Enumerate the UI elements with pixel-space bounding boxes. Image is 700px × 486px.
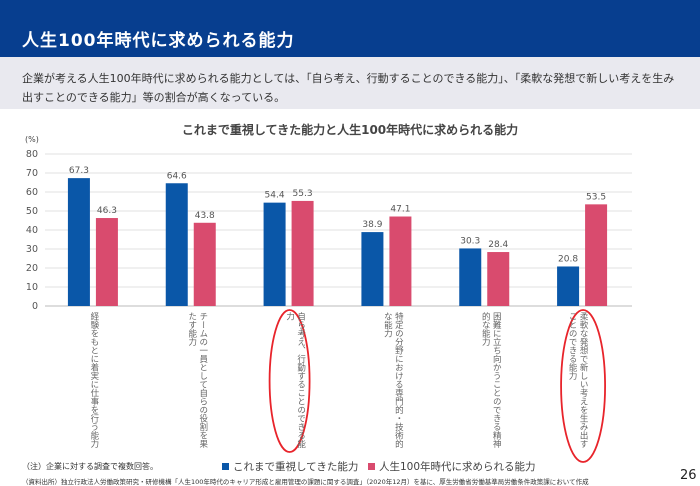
y-tick-label: 0 (32, 301, 38, 312)
bar (361, 232, 384, 306)
y-tick-label: 20 (26, 263, 38, 274)
data-label: 30.3 (460, 236, 480, 246)
description-band: 企業が考える人生100年時代に求められる能力としては、「自ら考え、行動することの… (0, 57, 700, 109)
y-tick-label: 40 (26, 225, 38, 236)
y-tick-label: 50 (26, 206, 38, 217)
y-tick-label: 10 (26, 282, 38, 293)
bar (165, 183, 188, 306)
bar (291, 200, 314, 306)
data-label: 43.8 (195, 211, 215, 221)
data-label: 53.5 (586, 192, 606, 202)
category-label: 自ら考え、行動することのできる能力 (284, 312, 306, 448)
bar (459, 248, 482, 306)
bar (585, 204, 608, 306)
y-tick-label: 30 (26, 244, 38, 255)
highlight-ellipse (268, 309, 311, 453)
bar (67, 178, 90, 306)
data-label: 54.4 (265, 191, 285, 201)
description-text: 企業が考える人生100年時代に求められる能力としては、「自ら考え、行動することの… (22, 72, 675, 104)
bar (389, 216, 412, 306)
data-label: 28.4 (488, 240, 508, 250)
y-axis-unit: (%) (25, 135, 39, 144)
legend-swatch (368, 463, 375, 470)
data-label: 38.9 (362, 220, 382, 230)
category-label: 特定の分野における専門的・技術的な能力 (382, 312, 404, 448)
chart-title: これまで重視してきた能力と人生100年時代に求められる能力 (181, 123, 519, 137)
category-label: チームの一員として自らの役割を果たす能力 (186, 312, 208, 448)
data-label: 67.3 (69, 166, 89, 176)
data-label: 55.3 (293, 189, 313, 199)
category-label: 困難に立ち向かうことのできる精神的な能力 (480, 312, 502, 448)
y-tick-label: 70 (26, 168, 38, 179)
data-label: 64.6 (167, 171, 187, 181)
legend-label: 人生100年時代に求められる能力 (379, 461, 536, 473)
bar (263, 202, 286, 306)
footnote: （注）企業に対する調査で複数回答。 (22, 462, 158, 471)
legend-item-series-2: 人生100年時代に求められる能力 (368, 459, 536, 474)
bar (487, 252, 510, 306)
legend-label: これまで重視してきた能力 (233, 461, 359, 473)
header-bar: 人生100年時代に求められる能力 (0, 0, 700, 57)
highlight-ellipse (560, 309, 606, 463)
page-title: 人生100年時代に求められる能力 (22, 31, 295, 51)
category-label: 柔軟な発想で新しい考えを生み出すことのできる能力 (567, 312, 589, 448)
bar (193, 222, 216, 306)
y-tick-label: 60 (26, 187, 38, 198)
bar (557, 266, 580, 306)
legend-swatch (222, 463, 229, 470)
data-label: 20.8 (558, 254, 578, 264)
page-number: 26 (680, 468, 697, 483)
bar (95, 218, 118, 306)
legend-item-series-1: これまで重視してきた能力 (222, 459, 358, 474)
data-label: 47.1 (390, 205, 410, 215)
category-label: 経験をもとに着実に仕事を行う能力 (88, 312, 99, 448)
y-tick-label: 80 (26, 149, 38, 160)
source-citation: （資料出所）独立行政法人労働政策研究・研修機構「人生100年時代のキャリア形成と… (22, 478, 589, 486)
data-label: 46.3 (97, 206, 117, 216)
